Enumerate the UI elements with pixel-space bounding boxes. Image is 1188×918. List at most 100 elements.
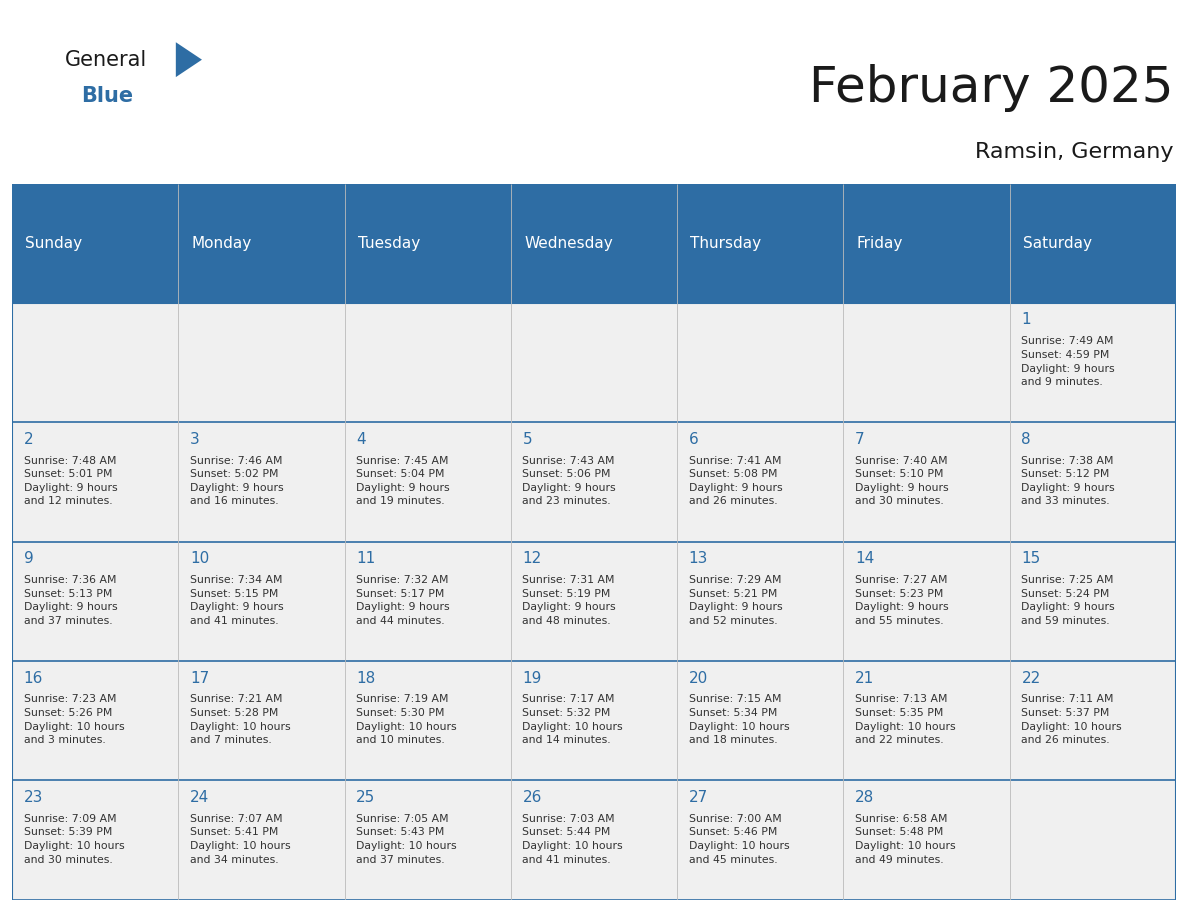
Text: 21: 21 (855, 670, 874, 686)
Text: Wednesday: Wednesday (524, 236, 613, 251)
Text: Thursday: Thursday (690, 236, 762, 251)
Bar (178, 780, 345, 900)
Text: 11: 11 (356, 551, 375, 566)
Bar (843, 422, 1010, 542)
Bar (1010, 780, 1176, 900)
Text: Sunrise: 7:11 AM
Sunset: 5:37 PM
Daylight: 10 hours
and 26 minutes.: Sunrise: 7:11 AM Sunset: 5:37 PM Dayligh… (1022, 694, 1123, 745)
Bar (677, 422, 843, 542)
Bar (12, 542, 178, 661)
Text: Sunrise: 7:38 AM
Sunset: 5:12 PM
Daylight: 9 hours
and 33 minutes.: Sunrise: 7:38 AM Sunset: 5:12 PM Dayligh… (1022, 455, 1116, 507)
Text: 15: 15 (1022, 551, 1041, 566)
Text: Friday: Friday (857, 236, 903, 251)
Text: Sunrise: 7:21 AM
Sunset: 5:28 PM
Daylight: 10 hours
and 7 minutes.: Sunrise: 7:21 AM Sunset: 5:28 PM Dayligh… (190, 694, 291, 745)
Bar (12, 422, 178, 542)
Text: Sunrise: 7:27 AM
Sunset: 5:23 PM
Daylight: 9 hours
and 55 minutes.: Sunrise: 7:27 AM Sunset: 5:23 PM Dayligh… (855, 575, 949, 626)
Bar (345, 780, 511, 900)
Text: 24: 24 (190, 789, 209, 805)
Text: 18: 18 (356, 670, 375, 686)
Text: Tuesday: Tuesday (358, 236, 421, 251)
Text: Sunrise: 7:00 AM
Sunset: 5:46 PM
Daylight: 10 hours
and 45 minutes.: Sunrise: 7:00 AM Sunset: 5:46 PM Dayligh… (689, 813, 790, 865)
Text: 22: 22 (1022, 670, 1041, 686)
Text: Sunrise: 7:46 AM
Sunset: 5:02 PM
Daylight: 9 hours
and 16 minutes.: Sunrise: 7:46 AM Sunset: 5:02 PM Dayligh… (190, 455, 284, 507)
Text: General: General (65, 50, 147, 70)
Text: Blue: Blue (81, 86, 133, 106)
Bar (843, 542, 1010, 661)
Bar (677, 661, 843, 780)
Text: Sunrise: 7:13 AM
Sunset: 5:35 PM
Daylight: 10 hours
and 22 minutes.: Sunrise: 7:13 AM Sunset: 5:35 PM Dayligh… (855, 694, 956, 745)
Text: 25: 25 (356, 789, 375, 805)
Text: 28: 28 (855, 789, 874, 805)
Text: 3: 3 (190, 431, 200, 447)
Text: Sunrise: 7:05 AM
Sunset: 5:43 PM
Daylight: 10 hours
and 37 minutes.: Sunrise: 7:05 AM Sunset: 5:43 PM Dayligh… (356, 813, 457, 865)
Text: Sunrise: 7:31 AM
Sunset: 5:19 PM
Daylight: 9 hours
and 48 minutes.: Sunrise: 7:31 AM Sunset: 5:19 PM Dayligh… (523, 575, 617, 626)
Bar (178, 422, 345, 542)
Text: 27: 27 (689, 789, 708, 805)
Bar (511, 661, 677, 780)
Text: Sunrise: 6:58 AM
Sunset: 5:48 PM
Daylight: 10 hours
and 49 minutes.: Sunrise: 6:58 AM Sunset: 5:48 PM Dayligh… (855, 813, 956, 865)
Text: Sunrise: 7:43 AM
Sunset: 5:06 PM
Daylight: 9 hours
and 23 minutes.: Sunrise: 7:43 AM Sunset: 5:06 PM Dayligh… (523, 455, 617, 507)
Text: Sunrise: 7:15 AM
Sunset: 5:34 PM
Daylight: 10 hours
and 18 minutes.: Sunrise: 7:15 AM Sunset: 5:34 PM Dayligh… (689, 694, 790, 745)
Text: Sunrise: 7:19 AM
Sunset: 5:30 PM
Daylight: 10 hours
and 10 minutes.: Sunrise: 7:19 AM Sunset: 5:30 PM Dayligh… (356, 694, 457, 745)
Text: 7: 7 (855, 431, 865, 447)
Bar (12, 303, 178, 422)
Text: 14: 14 (855, 551, 874, 566)
Bar (178, 303, 345, 422)
Text: 9: 9 (24, 551, 33, 566)
Bar (511, 542, 677, 661)
Bar (178, 542, 345, 661)
Text: February 2025: February 2025 (809, 64, 1174, 112)
Text: 6: 6 (689, 431, 699, 447)
Text: 17: 17 (190, 670, 209, 686)
Text: 20: 20 (689, 670, 708, 686)
Bar (12, 661, 178, 780)
Text: Sunrise: 7:40 AM
Sunset: 5:10 PM
Daylight: 9 hours
and 30 minutes.: Sunrise: 7:40 AM Sunset: 5:10 PM Dayligh… (855, 455, 949, 507)
Text: Monday: Monday (191, 236, 252, 251)
Text: Sunrise: 7:03 AM
Sunset: 5:44 PM
Daylight: 10 hours
and 41 minutes.: Sunrise: 7:03 AM Sunset: 5:44 PM Dayligh… (523, 813, 624, 865)
Bar (1010, 422, 1176, 542)
Text: 23: 23 (24, 789, 43, 805)
Text: 8: 8 (1022, 431, 1031, 447)
Bar (843, 661, 1010, 780)
Bar (345, 422, 511, 542)
Bar (12, 780, 178, 900)
Text: Ramsin, Germany: Ramsin, Germany (975, 142, 1174, 162)
Bar (178, 661, 345, 780)
Bar (345, 542, 511, 661)
Text: Sunrise: 7:09 AM
Sunset: 5:39 PM
Daylight: 10 hours
and 30 minutes.: Sunrise: 7:09 AM Sunset: 5:39 PM Dayligh… (24, 813, 125, 865)
Text: Sunrise: 7:23 AM
Sunset: 5:26 PM
Daylight: 10 hours
and 3 minutes.: Sunrise: 7:23 AM Sunset: 5:26 PM Dayligh… (24, 694, 125, 745)
Text: 12: 12 (523, 551, 542, 566)
Text: 4: 4 (356, 431, 366, 447)
Text: 2: 2 (24, 431, 33, 447)
Text: Sunrise: 7:25 AM
Sunset: 5:24 PM
Daylight: 9 hours
and 59 minutes.: Sunrise: 7:25 AM Sunset: 5:24 PM Dayligh… (1022, 575, 1116, 626)
Bar (843, 780, 1010, 900)
Text: 16: 16 (24, 670, 43, 686)
Text: Sunrise: 7:32 AM
Sunset: 5:17 PM
Daylight: 9 hours
and 44 minutes.: Sunrise: 7:32 AM Sunset: 5:17 PM Dayligh… (356, 575, 450, 626)
Text: 13: 13 (689, 551, 708, 566)
Text: 5: 5 (523, 431, 532, 447)
Bar (677, 303, 843, 422)
Text: Sunrise: 7:07 AM
Sunset: 5:41 PM
Daylight: 10 hours
and 34 minutes.: Sunrise: 7:07 AM Sunset: 5:41 PM Dayligh… (190, 813, 291, 865)
Text: Sunrise: 7:36 AM
Sunset: 5:13 PM
Daylight: 9 hours
and 37 minutes.: Sunrise: 7:36 AM Sunset: 5:13 PM Dayligh… (24, 575, 118, 626)
Bar (1010, 661, 1176, 780)
Bar (511, 422, 677, 542)
Bar (12, 184, 1176, 303)
Text: Sunrise: 7:34 AM
Sunset: 5:15 PM
Daylight: 9 hours
and 41 minutes.: Sunrise: 7:34 AM Sunset: 5:15 PM Dayligh… (190, 575, 284, 626)
Text: 26: 26 (523, 789, 542, 805)
Text: Sunrise: 7:45 AM
Sunset: 5:04 PM
Daylight: 9 hours
and 19 minutes.: Sunrise: 7:45 AM Sunset: 5:04 PM Dayligh… (356, 455, 450, 507)
Text: Sunrise: 7:29 AM
Sunset: 5:21 PM
Daylight: 9 hours
and 52 minutes.: Sunrise: 7:29 AM Sunset: 5:21 PM Dayligh… (689, 575, 783, 626)
Bar (1010, 303, 1176, 422)
Text: Sunrise: 7:41 AM
Sunset: 5:08 PM
Daylight: 9 hours
and 26 minutes.: Sunrise: 7:41 AM Sunset: 5:08 PM Dayligh… (689, 455, 783, 507)
Text: 10: 10 (190, 551, 209, 566)
Text: 1: 1 (1022, 312, 1031, 328)
Text: Sunday: Sunday (25, 236, 82, 251)
Bar (345, 661, 511, 780)
Bar (511, 780, 677, 900)
Bar (345, 303, 511, 422)
Bar (1010, 542, 1176, 661)
Bar (677, 542, 843, 661)
Text: Sunrise: 7:48 AM
Sunset: 5:01 PM
Daylight: 9 hours
and 12 minutes.: Sunrise: 7:48 AM Sunset: 5:01 PM Dayligh… (24, 455, 118, 507)
Bar (511, 303, 677, 422)
Text: Sunrise: 7:49 AM
Sunset: 4:59 PM
Daylight: 9 hours
and 9 minutes.: Sunrise: 7:49 AM Sunset: 4:59 PM Dayligh… (1022, 336, 1116, 387)
Text: Saturday: Saturday (1023, 236, 1092, 251)
Bar (677, 780, 843, 900)
